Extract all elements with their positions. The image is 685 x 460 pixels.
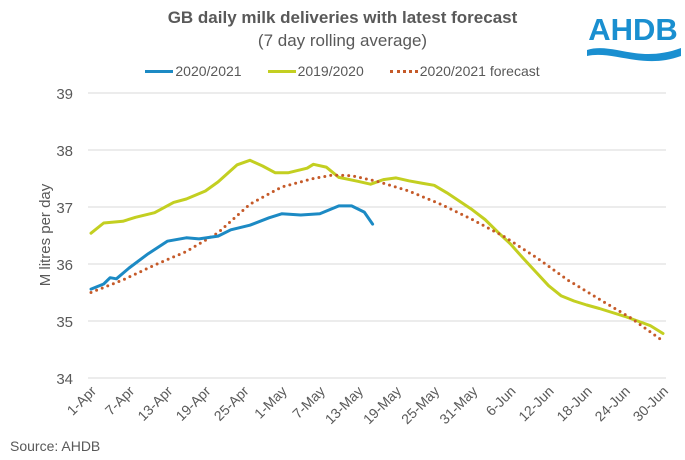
gridlines: [88, 92, 666, 379]
x-tick-label: 24-Jun: [591, 383, 633, 425]
y-tick-label: 39: [56, 86, 73, 103]
y-tick-label: 38: [56, 143, 73, 160]
y-tick-label: 35: [56, 314, 73, 331]
legend-item-2020-2021: 2020/2021: [145, 63, 242, 79]
series-line-2020-2021-forecast: [89, 173, 665, 343]
x-tick-label: 30-Jun: [630, 383, 672, 425]
series-line-2019-2020: [89, 158, 665, 335]
y-tick-label: 36: [56, 257, 73, 274]
x-tick-label: 19-May: [360, 383, 404, 427]
x-tick-label: 12-Jun: [515, 383, 557, 425]
x-tick-label: 13-Apr: [134, 383, 175, 424]
x-tick-label: 1-May: [251, 383, 290, 422]
x-tick-label: 25-Apr: [211, 383, 252, 424]
legend-label: 2020/2021: [175, 63, 242, 79]
legend-swatch-2020-2021: [145, 69, 174, 73]
chart-title: GB daily milk deliveries with latest for…: [167, 8, 518, 27]
legend: 2020/2021 2019/2020 2020/2021 forecast: [0, 63, 685, 79]
x-tick-label: 6-Jun: [483, 383, 519, 419]
legend-label: 2019/2020: [297, 63, 364, 79]
x-tick-label: 18-Jun: [553, 383, 595, 425]
x-tick-label: 19-Apr: [172, 383, 213, 424]
legend-swatch-2019-2020: [267, 69, 296, 73]
x-tick-label: 7-Apr: [102, 383, 138, 419]
logo-wave: [587, 48, 681, 62]
legend-swatch-forecast: [389, 69, 418, 73]
legend-item-2019-2020: 2019/2020: [267, 63, 364, 79]
y-tick-label: 34: [56, 371, 73, 388]
series-lines: [89, 158, 665, 343]
x-tick-label: 31-May: [436, 383, 480, 427]
legend-label: 2020/2021 forecast: [419, 63, 540, 79]
series-line-2020-2021: [89, 204, 375, 291]
logo-text: AHDB: [588, 12, 678, 47]
ahdb-logo: AHDB: [587, 12, 681, 62]
x-tick-label: 13-May: [322, 383, 366, 427]
y-axis-ticks: 34 35 36 37 38 39: [56, 86, 73, 388]
source-note: Source: AHDB: [10, 438, 101, 454]
chart-subtitle: (7 day rolling average): [257, 31, 428, 50]
y-tick-label: 37: [56, 200, 73, 217]
x-tick-label: 25-May: [398, 383, 442, 427]
legend-item-forecast: 2020/2021 forecast: [389, 63, 540, 79]
y-axis-label: M litres per day: [37, 183, 54, 286]
